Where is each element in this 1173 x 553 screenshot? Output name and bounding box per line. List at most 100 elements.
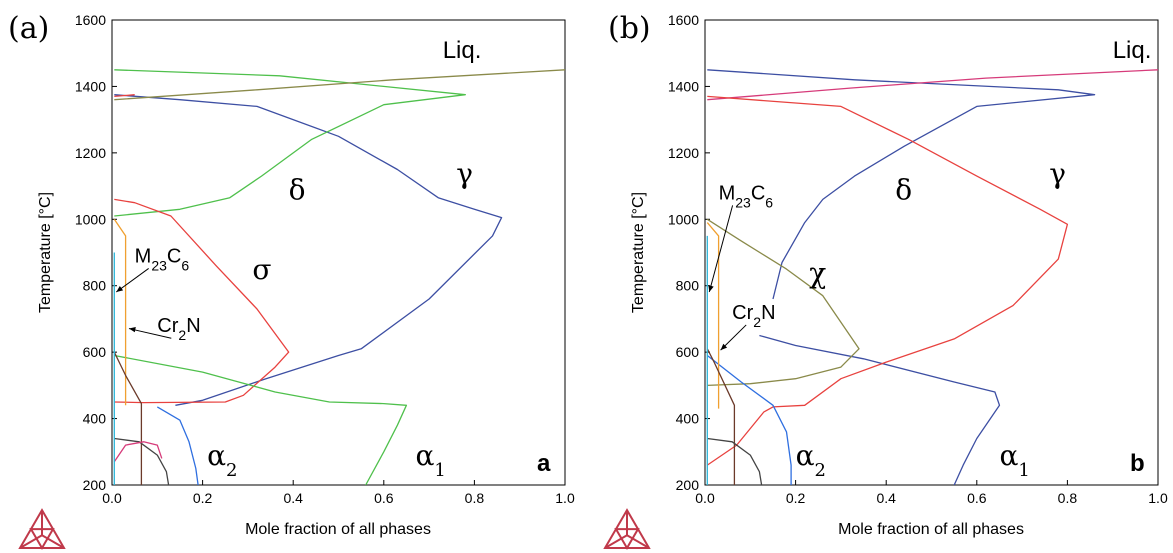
phase-curve-blue	[707, 69, 1096, 300]
annotation-sub: 6	[181, 257, 189, 273]
annotation-arrowhead	[128, 327, 136, 333]
annotation-label: M23C6	[719, 182, 774, 210]
phase-label-text: Liq.	[1113, 37, 1152, 64]
annotation-sub: 2	[178, 327, 186, 343]
phase-curve-red	[114, 94, 135, 98]
annotation-mid: C	[751, 182, 765, 204]
y-axis-title: Temperature [°C]	[630, 192, 647, 313]
annotation-arrow	[128, 328, 172, 339]
logo-line	[41, 534, 65, 549]
y-tick-label: 200	[83, 477, 107, 493]
annotation-sub: 2	[753, 314, 761, 330]
annotation-base: M	[135, 245, 152, 267]
phase-curve-brown	[113, 351, 143, 485]
panel-label: (b)	[608, 11, 651, 46]
phase-curve-blue	[759, 334, 1001, 485]
logo-inner	[614, 528, 640, 550]
phase-label: Liq.	[1113, 37, 1152, 64]
annotation-base: Cr	[157, 315, 178, 337]
y-tick-label: 600	[676, 344, 700, 360]
phase-label-text: α	[796, 439, 815, 472]
y-tick-label: 1400	[668, 78, 699, 94]
x-tick-label: 0.0	[102, 490, 122, 506]
phase-curve-orange	[706, 222, 720, 409]
logo-inner	[29, 528, 55, 550]
phase-curve-olive	[114, 69, 565, 101]
phase-label-text: α	[999, 439, 1018, 472]
phase-label: γ	[1049, 157, 1066, 190]
phase-label: σ	[252, 253, 271, 286]
y-tick-label: 400	[676, 411, 700, 427]
y-tick-label: 400	[83, 411, 107, 427]
phase-label-sub: 2	[226, 460, 237, 481]
panel-label: (a)	[8, 11, 49, 46]
phase-label: α1	[416, 439, 446, 481]
x-tick-label: 0.6	[374, 490, 394, 506]
annotation-label: Cr2N	[732, 302, 775, 330]
annotation-arrowhead	[720, 343, 728, 351]
phase-curve-olive	[706, 218, 860, 387]
phase-curve-bright_blue	[156, 406, 199, 485]
x-axis-title: Mole fraction of all phases	[838, 521, 1024, 538]
x-tick-label: 0.8	[465, 490, 485, 506]
x-tick-label: 0.8	[1058, 490, 1078, 506]
phase-label-sub: 1	[1018, 460, 1029, 481]
phase-curve-magenta	[113, 441, 163, 463]
annotation-base: M	[719, 182, 736, 204]
phase-curve-gray	[707, 437, 763, 485]
y-axis-title: Temperature [°C]	[37, 192, 54, 313]
phase-label-text: Liq.	[443, 37, 482, 64]
phase-label-sub: 1	[434, 460, 445, 481]
phase-label: α2	[796, 439, 826, 481]
series-group	[113, 69, 565, 485]
phase-label-text: α	[207, 439, 226, 472]
corner-label: b	[1130, 450, 1145, 477]
chart-panel-b: (b) 0.0 0.2 0.4 0.6 0.8 1.0 200 400 600 800 1000 120…	[603, 11, 1168, 550]
y-tick-label: 200	[676, 477, 700, 493]
x-axis-title: Mole fraction of all phases	[245, 521, 431, 538]
annotation-base: Cr	[732, 302, 753, 324]
phase-curve-green	[114, 354, 408, 485]
logo-line	[626, 534, 650, 549]
annotation-mid: C	[167, 245, 181, 267]
phase-label-text: δ	[289, 173, 306, 206]
annotation-arrowhead	[116, 286, 124, 293]
phase-label: γ	[456, 157, 473, 190]
phase-label: χ	[809, 256, 826, 289]
x-tick-label: 1.0	[1148, 490, 1168, 506]
y-tick-label: 1400	[75, 78, 106, 94]
annotation-sub: 23	[151, 257, 167, 273]
x-tick-label: 1.0	[555, 490, 575, 506]
x-tick-label: 0.2	[786, 490, 806, 506]
y-tick-label: 1200	[75, 145, 106, 161]
phase-label-text: α	[416, 439, 435, 472]
y-tick-label: 800	[676, 278, 700, 294]
x-tick-label: 0.6	[967, 490, 987, 506]
y-tick-label: 1200	[668, 145, 699, 161]
y-tick-label: 1600	[668, 12, 699, 28]
x-tick-label: 0.2	[193, 490, 213, 506]
annotation-arrowhead	[708, 285, 714, 293]
y-tick-label: 1600	[75, 12, 106, 28]
annotation-sub: 23	[735, 194, 751, 210]
plot-frame	[111, 19, 566, 486]
phase-label-text: δ	[895, 173, 912, 206]
phase-curve-blue	[114, 94, 503, 406]
phase-curve-red	[706, 95, 1069, 466]
annotation-sub: 6	[765, 194, 773, 210]
phase-label-text: χ	[809, 256, 826, 289]
y-tick-label: 800	[83, 278, 107, 294]
series-group	[706, 69, 1158, 485]
logo-triangle-icon	[603, 508, 651, 550]
logo-line	[604, 534, 628, 549]
annotation-label: M23C6	[135, 245, 190, 273]
phase-label-sub: 2	[815, 460, 826, 481]
phase-label-text: σ	[252, 253, 271, 286]
corner-label: a	[537, 450, 551, 477]
phase-curve-orange	[113, 218, 127, 406]
phase-curve-gray	[114, 437, 170, 485]
phase-label: α2	[207, 439, 237, 481]
phase-curve-red	[114, 198, 290, 404]
x-tick-label: 0.4	[283, 490, 303, 506]
